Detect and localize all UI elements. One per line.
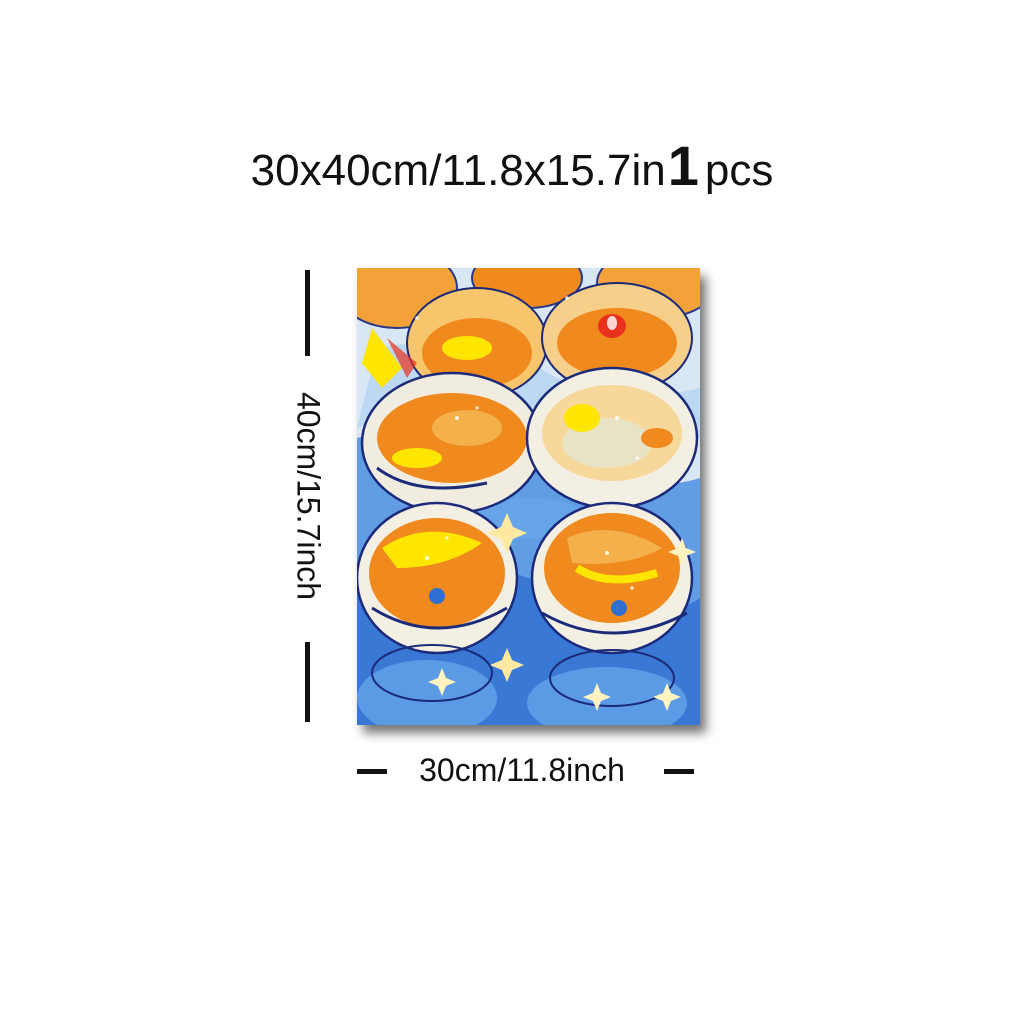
glasses-painting [357, 268, 700, 725]
height-dimension-line-top [305, 270, 310, 356]
width-dimension-label: 30cm/11.8inch [419, 752, 625, 788]
width-dimension-line-right [664, 769, 694, 774]
quantity-unit: pcs [704, 146, 774, 195]
size-text: 30x40cm/11.8x15.7in [250, 146, 666, 195]
width-dimension-line-left [357, 769, 387, 774]
product-size-title: 30x40cm/11.8x15.7in1 pcs [0, 138, 1024, 197]
height-dimension-label: 40cm/15.7inch [290, 391, 327, 601]
quantity-number: 1 [667, 134, 699, 197]
canvas-product-image [357, 268, 700, 725]
height-dimension-line-bottom [305, 642, 310, 722]
